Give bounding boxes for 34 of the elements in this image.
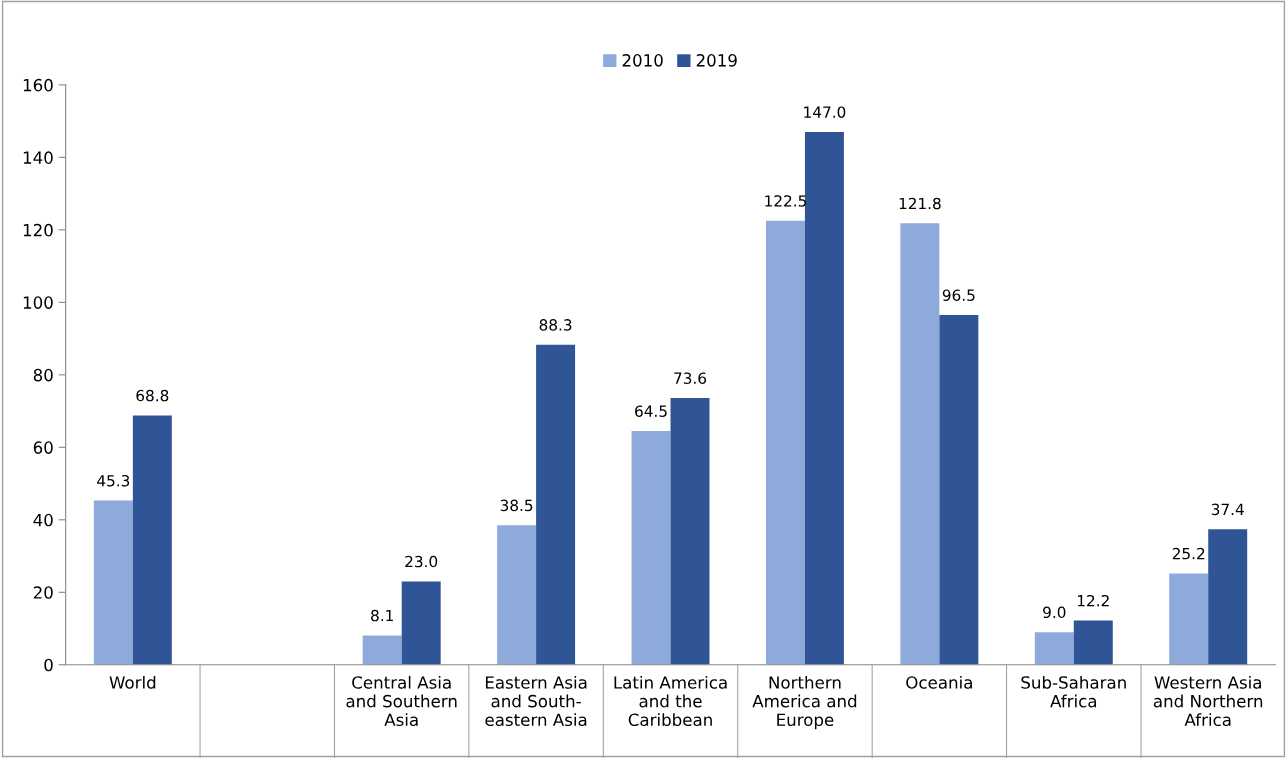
legend-label: 2019 — [696, 54, 737, 67]
y-tick-label: 160 — [23, 78, 53, 92]
data-label: 23.0 — [405, 555, 438, 568]
data-label: 38.5 — [500, 499, 533, 512]
x-tick-label: Northern America and Europe — [752, 675, 857, 730]
data-label: 73.6 — [674, 372, 707, 384]
data-label: 147.0 — [804, 106, 846, 118]
data-label: 9.0 — [1043, 606, 1066, 619]
data-label: 8.1 — [371, 609, 393, 622]
x-tick-label: World — [109, 675, 156, 689]
x-tick-label: Oceania — [906, 675, 972, 689]
data-label: 88.3 — [539, 319, 572, 331]
x-tick-label: Eastern Asia and South- eastern Asia — [485, 675, 587, 727]
data-label: 96.5 — [942, 289, 975, 301]
x-tick-label: Latin America and the Caribbean — [614, 675, 727, 727]
y-tick-label: 120 — [23, 223, 53, 237]
x-tick-label: Sub-Saharan Africa — [1021, 675, 1126, 708]
x-tick-label: Western Asia and Northern Africa — [1153, 675, 1263, 727]
y-tick-label: 80 — [33, 368, 53, 382]
y-tick-label: 0 — [44, 658, 53, 672]
data-label: 68.8 — [136, 389, 169, 402]
x-tick-label: Central Asia and Southern Asia — [346, 675, 457, 727]
data-label: 12.2 — [1077, 594, 1109, 607]
legend-label: 2010 — [622, 54, 663, 67]
y-tick-label: 60 — [33, 441, 53, 454]
y-tick-label: 140 — [23, 151, 53, 164]
y-tick-label: 100 — [23, 296, 53, 309]
data-label: 64.5 — [635, 405, 667, 417]
y-tick-label: 40 — [33, 513, 53, 527]
y-tick-label: 20 — [33, 586, 53, 599]
data-label: 45.3 — [97, 474, 130, 487]
data-label: 121.8 — [899, 197, 941, 210]
data-label: 37.4 — [1211, 503, 1244, 516]
data-label: 25.2 — [1172, 547, 1205, 560]
